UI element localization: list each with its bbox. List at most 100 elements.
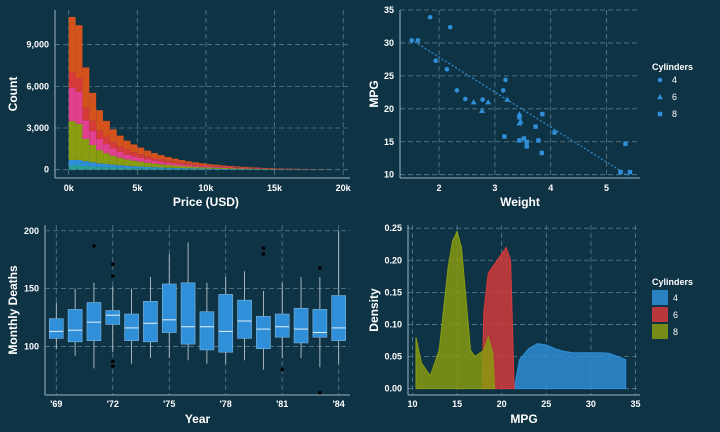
- scatter-point-cyl-4: [427, 14, 433, 20]
- histogram-bar-orange: [247, 167, 254, 168]
- histogram-bar-blue: [103, 163, 110, 168]
- histogram-bar-blue: [75, 159, 83, 166]
- histogram-bar-blue: [130, 166, 138, 169]
- histogram-bar-orange: [75, 25, 83, 79]
- histogram-bar-orange: [96, 110, 104, 131]
- box-1979: [237, 299, 252, 339]
- box-outlier: [261, 252, 266, 256]
- y-axis-label: Monthly Deaths: [6, 265, 20, 355]
- histogram-bar-teal: [109, 167, 117, 170]
- scatter-point-cyl-8: [502, 134, 507, 139]
- legend-title: Cylinders: [652, 62, 693, 72]
- scatter-point-cyl-4: [463, 96, 468, 102]
- x-tick-label: '75: [163, 399, 175, 409]
- histogram-bar-olive: [164, 164, 172, 168]
- histogram-bar-orange: [164, 157, 172, 161]
- legend-swatch-8: [652, 324, 668, 339]
- y-tick-label: 100: [24, 341, 39, 351]
- scatter-point-cyl-8: [517, 138, 522, 143]
- histogram-bar-red: [116, 146, 124, 152]
- histogram-bar-olive: [199, 167, 206, 169]
- histogram-bar-orange: [157, 155, 165, 160]
- legend-label: 6: [672, 92, 677, 102]
- y-tick-label: 150: [24, 284, 39, 294]
- legend-swatch-4: [652, 290, 668, 305]
- scatter-point-cyl-4: [409, 38, 415, 43]
- histogram-bar-orange: [137, 147, 145, 155]
- box-1973: [124, 313, 139, 341]
- histogram-bar-olive: [130, 160, 138, 167]
- histogram-bar-orange: [178, 160, 186, 163]
- legend-marker-8: [657, 111, 663, 117]
- histogram-bar-olive: [185, 166, 193, 169]
- y-tick-label: 15: [384, 137, 394, 147]
- x-tick-label: 3: [492, 183, 497, 193]
- histogram-bar-blue: [185, 168, 193, 170]
- histogram-bar-teal: [171, 168, 179, 170]
- histogram-bar-pink: [192, 165, 200, 167]
- box-outlier: [318, 390, 322, 395]
- scatter-point-cyl-8: [524, 144, 529, 149]
- scatter-point-cyl-6: [504, 96, 511, 102]
- histogram-bar-olive: [89, 144, 97, 163]
- legend-label: 6: [673, 310, 678, 320]
- scatter-point-cyl-4: [503, 77, 508, 83]
- histogram-bar-pink: [178, 164, 186, 167]
- box-outlier: [110, 274, 115, 278]
- histogram-bar-olive: [212, 167, 220, 169]
- histogram-bar-red: [123, 149, 131, 155]
- histogram-bar-orange: [185, 161, 193, 164]
- x-tick-label: 5: [604, 183, 609, 193]
- y-tick-label: 0.10: [384, 319, 402, 329]
- histogram-bar-blue: [199, 168, 206, 170]
- y-tick-label: 9,000: [26, 40, 49, 50]
- scatter-point-cyl-8: [552, 130, 557, 135]
- histogram-bar-blue: [192, 168, 200, 170]
- scatter-point-cyl-4: [444, 66, 450, 72]
- histogram-bar-olive: [75, 123, 83, 160]
- histogram-bar-blue: [178, 168, 186, 169]
- box-outlier: [110, 262, 115, 267]
- histogram-bar-pink: [199, 166, 206, 168]
- x-tick-label: 4: [548, 183, 553, 193]
- box-outlier: [92, 244, 96, 248]
- x-axis-label: Year: [185, 412, 211, 426]
- histogram-bar-pink: [226, 167, 234, 169]
- histogram-bar-blue: [109, 164, 117, 168]
- histogram-bar-red: [89, 120, 97, 132]
- histogram-bar-orange: [116, 135, 124, 147]
- histogram-bar-olive: [144, 162, 152, 167]
- histogram-bar-red: [157, 159, 165, 162]
- scatter-point-cyl-4: [433, 58, 439, 64]
- density-area-cyl-8: [415, 229, 496, 390]
- histogram-bar-blue: [89, 162, 97, 167]
- histogram-bar-olive: [68, 121, 76, 160]
- scatter-point-cyl-8: [517, 115, 522, 120]
- x-tick-label: '84: [333, 399, 345, 409]
- histogram-bar-olive: [240, 168, 248, 170]
- histogram-bar-blue: [151, 167, 158, 169]
- y-axis-label: Density: [367, 288, 381, 332]
- box-1977: [199, 311, 215, 351]
- histogram-bar-pink: [116, 151, 124, 158]
- x-tick-label: 5k: [132, 183, 143, 193]
- histogram-bar-pink: [103, 144, 110, 154]
- scatter-point-cyl-6: [517, 118, 524, 124]
- box-1972: [105, 310, 121, 325]
- scatter-point-cyl-6: [516, 111, 523, 117]
- x-tick-label: 30: [586, 399, 596, 409]
- histogram-bar-orange: [144, 150, 152, 157]
- histogram-bar-pink: [157, 161, 165, 165]
- histogram-bar-olive: [205, 167, 213, 169]
- histogram-bar-orange: [68, 16, 76, 73]
- y-tick-label: 3,000: [26, 123, 49, 133]
- x-tick-label: 25: [541, 399, 551, 409]
- histogram-bar-olive: [151, 163, 158, 168]
- histogram-bar-red: [226, 166, 234, 168]
- y-tick-label: 10: [384, 170, 394, 180]
- scatter-point-cyl-4: [447, 24, 453, 30]
- histogram-bar-pink: [171, 163, 179, 166]
- x-axis-label: Price (USD): [173, 195, 239, 209]
- histogram-bar-teal: [96, 166, 104, 170]
